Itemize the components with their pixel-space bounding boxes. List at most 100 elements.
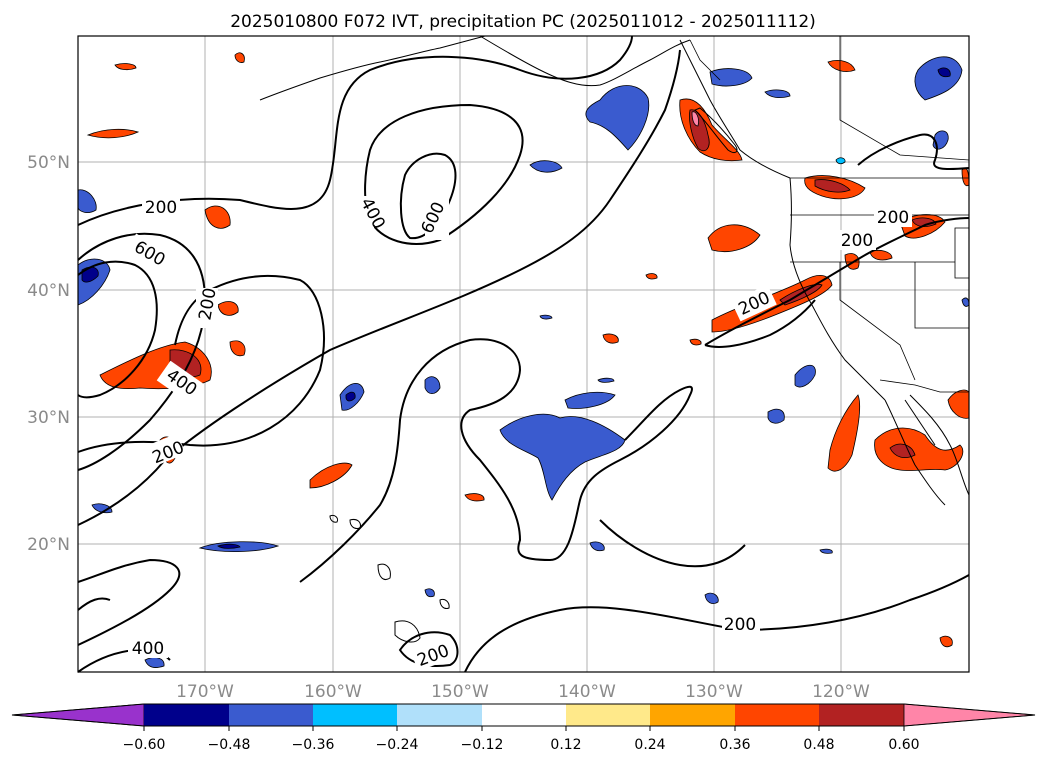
pos-patch-mexico-2	[874, 427, 964, 471]
lon-tick-label: 170°W	[176, 682, 234, 702]
neg-patch-central-large	[499, 413, 626, 501]
neg-patch-bc-north	[709, 68, 753, 87]
hawaii-kauai	[329, 515, 338, 523]
colorbar-swatch	[144, 704, 229, 726]
small-isle-1	[439, 599, 450, 609]
colorbar-tick-label: −0.36	[292, 737, 335, 753]
colorbar: −0.60 −0.48 −0.36 −0.24 −0.12 0.12 0.24 …	[11, 703, 1036, 753]
pos-patch-east-2	[869, 250, 893, 261]
alaska-canada-border	[689, 39, 721, 81]
colorbar-tick-label: −0.60	[123, 737, 166, 753]
lon-tick-label: 140°W	[558, 682, 616, 702]
contour-label: 200	[877, 208, 909, 228]
colorbar-swatch	[650, 704, 735, 726]
contour-200-ca-close	[704, 299, 816, 348]
pos-patch-south-1	[309, 462, 353, 489]
baja-coast	[884, 399, 946, 506]
lat-tick-label: 20°N	[27, 535, 70, 555]
pos-patch-mexico-2-core	[889, 443, 916, 459]
hawaii-maui	[377, 563, 391, 580]
gulf-of-california	[904, 399, 936, 446]
colorbar-swatch	[566, 704, 650, 726]
pos-patch-west-3	[229, 340, 246, 357]
bc-coast	[679, 39, 791, 179]
state-nv-ut	[914, 262, 969, 329]
neg-patch-west-small	[77, 189, 97, 214]
ivt-contour-labels: 200 200 200 200 200 200 200 200 400 400 …	[125, 195, 912, 672]
neg-patch-central-east	[564, 391, 616, 409]
contour-600-left	[77, 260, 158, 399]
colorbar-swatch	[397, 704, 482, 726]
colorbar-tick-label: 0.60	[888, 737, 919, 753]
contour-label: 200	[724, 615, 756, 635]
contour-200-ca	[704, 217, 970, 346]
colorbar-tick-label: −0.48	[208, 737, 251, 753]
pos-patch-small-2	[645, 273, 658, 280]
contour-600-north	[399, 152, 457, 240]
neg-patch-small-4	[819, 548, 833, 554]
contour-label: 200	[841, 231, 873, 251]
alaska-coast	[479, 35, 691, 87]
contour-200-south-east	[599, 519, 746, 568]
colorbar-swatch	[229, 704, 313, 726]
neg-patch-south-4	[704, 592, 719, 604]
neg-patch-ne-corner-core	[937, 67, 951, 78]
neg-patch-gulf-alaska	[585, 85, 650, 151]
pos-patch-ne-1	[827, 60, 856, 72]
colorbar-swatch	[313, 704, 397, 726]
lon-tick-label: 150°W	[431, 682, 489, 702]
colorbar-ticks	[143, 726, 905, 731]
lat-tick-label: 50°N	[27, 153, 70, 173]
pos-patch-small-1	[234, 52, 245, 63]
colorbar-tick-label: 0.12	[550, 737, 581, 753]
lat-axis: 50°N 40°N 30°N 20°N	[27, 153, 70, 555]
neg-patch-small-2	[597, 377, 615, 383]
neg-patch-small-1	[539, 314, 553, 320]
pos-patch-mexico-1	[827, 394, 860, 472]
neg-patch-east-1	[767, 408, 785, 424]
aleutian-chain	[259, 35, 486, 101]
colorbar-swatch	[482, 704, 566, 726]
pos-patch-offshore-ne	[707, 224, 761, 252]
colorbar-tick-label: −0.24	[376, 737, 419, 753]
contour-600-bottom-left	[77, 597, 111, 611]
lon-axis: 170°W 160°W 150°W 140°W 130°W 120°W	[176, 682, 870, 702]
figure-title: 2025010800 F072 IVT, precipitation PC (2…	[230, 12, 816, 32]
neg-patch-ne-corner	[914, 56, 963, 101]
contour-label: 400	[132, 639, 164, 659]
neg-patch-small-3	[424, 588, 435, 598]
colorbar-tick-label: 0.24	[634, 737, 665, 753]
contour-200-nw	[857, 133, 970, 170]
colorbar-tick-label: 0.36	[719, 737, 750, 753]
us-mexico-border	[879, 379, 969, 393]
neg-patch-small-5	[835, 157, 846, 165]
lon-tick-label: 160°W	[304, 682, 362, 702]
pos-patch-west-2	[217, 301, 239, 316]
pos-patch-mid-1	[602, 333, 619, 344]
neg-patch-mid-3	[529, 160, 563, 173]
colorbar-swatch	[819, 704, 904, 726]
colorbar-swatch	[735, 704, 819, 726]
neg-patch-mid-2	[424, 376, 441, 395]
contour-200-lower-left	[77, 558, 181, 646]
mexico-mainland-coast	[909, 394, 970, 496]
pos-patch-west-1	[204, 205, 231, 229]
state-ca-nv	[839, 262, 916, 381]
pos-patch-bc-coast-peak	[691, 111, 699, 127]
pos-patch-south-2	[464, 493, 485, 502]
lon-tick-label: 130°W	[685, 682, 743, 702]
pos-patch-small-3	[689, 338, 702, 346]
coastlines	[259, 35, 970, 643]
negative-precip-patches	[77, 56, 970, 668]
pos-patch-north-2	[114, 63, 137, 71]
colorbar-tick-label: 0.48	[803, 737, 834, 753]
lat-tick-label: 30°N	[27, 408, 70, 428]
pos-patch-east-4	[939, 635, 953, 648]
neg-patch-south-1-core	[217, 543, 241, 549]
contour-200-main	[77, 35, 633, 226]
canada-province	[839, 36, 970, 161]
map-frame	[77, 35, 970, 673]
neg-patch-socal	[794, 364, 816, 388]
pos-patch-washington-core	[814, 179, 851, 193]
